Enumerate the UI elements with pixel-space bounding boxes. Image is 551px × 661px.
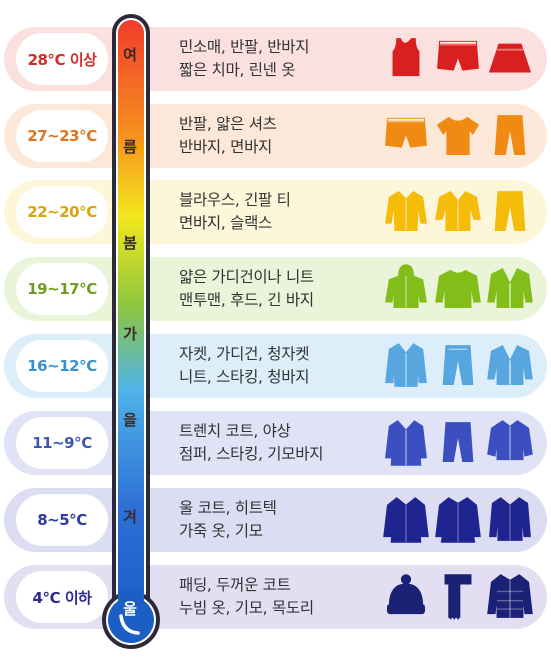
jeans-icon <box>442 345 474 386</box>
temperature-label: 19~17℃ <box>16 263 108 315</box>
clothing-icons <box>376 33 541 85</box>
temperature-label: 28℃ 이상 <box>16 33 108 85</box>
temperature-label: 4℃ 이하 <box>16 571 108 623</box>
clothing-description-line: 민소매, 반팔, 반바지 <box>179 38 310 56</box>
clothing-description-line: 블라우스, 긴팔 티 <box>179 191 291 209</box>
season-char: 울 <box>123 600 137 618</box>
shirt-icon <box>435 190 481 232</box>
clothing-description-line: 얇은 가디건이나 니트 <box>179 268 314 286</box>
clothing-icons <box>376 417 541 469</box>
clothing-icons <box>376 186 541 238</box>
clothing-description-line: 트렌치 코트, 야상 <box>179 422 291 440</box>
clothing-icons <box>376 263 541 315</box>
pants-icon <box>442 422 474 463</box>
cardigan-icon <box>487 267 533 309</box>
season-char: 여 <box>123 46 137 64</box>
leather-jacket-icon <box>489 497 531 541</box>
beanie-icon <box>386 574 426 615</box>
temperature-label: 27~23℃ <box>16 110 108 162</box>
tshirt-icon <box>436 116 480 156</box>
cardigan-icon <box>487 344 533 386</box>
scarf-icon <box>444 574 472 620</box>
season-char: 름 <box>123 138 137 156</box>
clothing-description-line: 가죽 옷, 기모 <box>179 522 263 540</box>
clothing-description-line: 반바지, 면바지 <box>179 138 273 156</box>
padded-jacket-icon <box>487 574 533 618</box>
clothing-icons <box>376 494 541 546</box>
blouse-icon <box>385 190 427 232</box>
temperature-label: 16~12℃ <box>16 340 108 392</box>
clothing-icons <box>376 110 541 162</box>
clothing-description-line: 짧은 치마, 린넨 옷 <box>179 61 296 79</box>
clothing-description-line: 패딩, 두꺼운 코트 <box>179 576 291 594</box>
clothing-description-line: 울 코트, 히트텍 <box>179 499 277 517</box>
shorts-icon <box>385 117 427 148</box>
pants-icon <box>494 115 526 156</box>
season-char: 가 <box>123 325 137 343</box>
clothing-description-line: 누빔 옷, 기모, 목도리 <box>179 599 314 617</box>
clothing-description-line: 면바지, 슬랙스 <box>179 214 273 232</box>
jumper-icon <box>487 420 533 461</box>
clothing-description-line: 자켓, 가디건, 청자켓 <box>179 345 310 363</box>
temperature-label: 8~5℃ <box>16 494 108 546</box>
clothing-description-line: 반팔, 얇은 셔츠 <box>179 115 277 133</box>
season-char: 봄 <box>123 234 137 252</box>
skirt-icon <box>488 43 532 73</box>
wool-coat-icon <box>383 497 429 543</box>
pants-icon <box>494 191 526 232</box>
season-char: 겨 <box>123 508 137 526</box>
tank-top-icon <box>392 38 420 77</box>
clothing-description-line: 니트, 스타킹, 청바지 <box>179 368 310 386</box>
coat-icon <box>435 497 481 543</box>
temperature-label: 11~9℃ <box>16 417 108 469</box>
clothing-description-line: 점퍼, 스타킹, 기모바지 <box>179 445 324 463</box>
hoodie-icon <box>385 264 427 309</box>
temperature-label: 22~20℃ <box>16 186 108 238</box>
season-char: 을 <box>123 411 137 429</box>
trench-coat-icon <box>385 420 427 466</box>
clothing-icons <box>376 571 541 623</box>
jacket-icon <box>385 343 427 387</box>
sweater-icon <box>435 269 481 309</box>
clothing-description-line: 맨투맨, 후드, 긴 바지 <box>179 291 314 309</box>
clothing-icons <box>376 340 541 392</box>
shorts-icon <box>437 40 479 71</box>
